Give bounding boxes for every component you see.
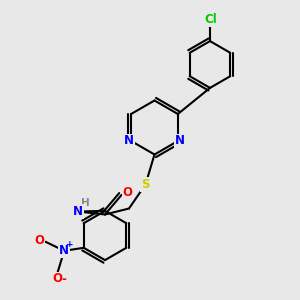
Text: -: -	[62, 272, 67, 286]
Text: N: N	[73, 205, 83, 218]
Text: Cl: Cl	[204, 13, 217, 26]
Text: H: H	[81, 197, 90, 208]
Text: N: N	[59, 244, 69, 257]
Text: N: N	[124, 134, 134, 148]
Text: N: N	[175, 134, 185, 148]
Text: +: +	[66, 240, 74, 249]
Text: O: O	[34, 234, 44, 247]
Text: O: O	[52, 272, 63, 286]
Text: S: S	[141, 178, 150, 191]
Text: O: O	[122, 186, 133, 199]
